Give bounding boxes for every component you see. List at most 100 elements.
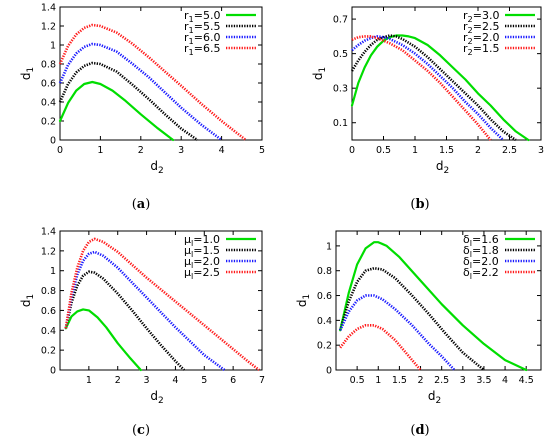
y-axis-label: d1 xyxy=(295,294,312,307)
y-tick-label: 0.4 xyxy=(317,316,332,327)
x-tick-label: 5 xyxy=(259,145,265,156)
series-line-3 xyxy=(58,42,223,142)
y-tick-label: 0.8 xyxy=(41,60,56,71)
plot-frame xyxy=(335,230,542,371)
y-tick-label: 1 xyxy=(50,266,56,277)
legend-entry-1: r1=5.0 xyxy=(184,9,221,24)
series-line-3 xyxy=(339,294,456,371)
x-tick-label: 3 xyxy=(460,375,466,386)
x-tick-label: 0.5 xyxy=(350,375,365,386)
legend-entry-2: μl=1.5 xyxy=(184,244,220,259)
y-tick-label: 0.7 xyxy=(333,15,348,26)
legend-entry-2: δl=1.8 xyxy=(463,244,499,259)
y-tick-label: 1 xyxy=(50,41,56,52)
legend-entry-4: r2=1.5 xyxy=(463,42,500,57)
series-line-4 xyxy=(351,35,492,141)
x-tick-label: 1 xyxy=(86,375,92,386)
series-line-2 xyxy=(58,61,199,142)
panel-d: 0.5 1 1.5 2 2.5 3 3.5 4 4.5 0 0.2 0.4 0.6 0.8 1 d2 d1 δl=… xyxy=(295,230,542,437)
x-axis-label: d2 xyxy=(150,159,163,176)
panel-label: (d) xyxy=(410,423,429,437)
series-line-1 xyxy=(64,308,142,372)
x-tick-label: 0.5 xyxy=(376,145,391,156)
x-tick-label: 2 xyxy=(138,145,144,156)
panel-label: (c) xyxy=(132,423,150,437)
x-tick-label: 3 xyxy=(178,145,184,156)
y-tick-label: 0 xyxy=(326,366,332,377)
x-tick-label: 1 xyxy=(412,145,418,156)
series-line-4 xyxy=(339,323,422,371)
y-tick-label: 0.2 xyxy=(41,346,56,357)
series-line-3 xyxy=(64,250,226,372)
x-tick-label: 4 xyxy=(172,375,178,386)
x-tick-label: 2 xyxy=(475,145,481,156)
x-tick-label: 2 xyxy=(115,375,121,386)
y-tick-label: 0 xyxy=(50,366,56,377)
y-tick-label: 1.4 xyxy=(41,3,56,14)
panel-c: 1 2 3 4 5 6 700.20.40.60.811.21.4d2d1μl=1.0μl=… xyxy=(19,227,265,437)
panel-a: 0 1 2 3 4 5 0 0.2 0.4 0.6 0.8 1 1.2 1.4 d2 d1 r1=5.0r1=5… xyxy=(19,3,265,213)
legend-entry-1: μl=1.0 xyxy=(184,233,220,248)
panel-b: 0 0.5 1 1.5 2 2.5 30.10.30.50.7d2d1r2=3.0r2=2.… xyxy=(311,6,544,212)
x-tick-label: 4 xyxy=(502,375,508,386)
x-tick-label: 0 xyxy=(349,145,355,156)
x-tick-label: 1.5 xyxy=(439,145,454,156)
y-tick-label: 0.4 xyxy=(41,326,56,337)
legend-entry-3: r1=6.0 xyxy=(184,31,221,46)
y-tick-label: 1.4 xyxy=(41,227,56,238)
y-tick-label: 0.8 xyxy=(41,286,56,297)
x-tick-label: 2.5 xyxy=(434,375,449,386)
x-axis-label: d2 xyxy=(428,389,441,406)
x-tick-label: 3 xyxy=(538,145,544,156)
x-axis-label: d2 xyxy=(150,389,163,406)
legend-entry-3: r2=2.0 xyxy=(463,31,500,46)
legend-entry-4: r1=6.5 xyxy=(184,42,221,57)
legend-entry-1: δl=1.6 xyxy=(463,233,499,248)
y-axis-label: d1 xyxy=(19,294,36,307)
x-tick-label: 5 xyxy=(201,375,207,386)
series-line-1 xyxy=(350,34,530,142)
series-line-1 xyxy=(58,80,175,142)
y-tick-label: 0.6 xyxy=(41,306,56,317)
y-tick-label: 0.6 xyxy=(41,79,56,90)
x-tick-label: 7 xyxy=(259,375,265,386)
y-tick-label: 0 xyxy=(50,136,56,147)
x-tick-label: 4.5 xyxy=(519,375,534,386)
y-tick-label: 0.8 xyxy=(317,266,332,277)
x-tick-label: 2.5 xyxy=(502,145,517,156)
plot-frame xyxy=(59,230,263,371)
x-tick-label: 6 xyxy=(230,375,236,386)
y-tick-label: 1.2 xyxy=(41,246,56,257)
y-tick-label: 0.6 xyxy=(317,291,332,302)
y-tick-label: 0.2 xyxy=(41,117,56,128)
x-axis-label: d2 xyxy=(436,159,449,176)
panel-label: (b) xyxy=(410,197,429,212)
legend-entry-2: r2=2.5 xyxy=(463,20,500,35)
legend-entry-1: r2=3.0 xyxy=(463,9,500,24)
x-tick-label: 0 xyxy=(57,145,63,156)
series-line-3 xyxy=(351,35,505,141)
series-line-1 xyxy=(339,241,528,372)
y-axis-label: d1 xyxy=(311,67,328,80)
panel-label: (a) xyxy=(132,197,151,212)
series-line-4 xyxy=(64,237,260,372)
legend-entry-2: r1=5.5 xyxy=(184,20,221,35)
x-tick-label: 1.5 xyxy=(392,375,407,386)
legend-entry-4: μl=2.5 xyxy=(184,266,220,281)
y-tick-label: 0.4 xyxy=(41,98,56,109)
x-tick-label: 2 xyxy=(418,375,424,386)
series-line-4 xyxy=(58,23,247,142)
y-axis-label: d1 xyxy=(19,67,36,80)
x-tick-label: 4 xyxy=(219,145,225,156)
x-tick-label: 1 xyxy=(375,375,381,386)
x-tick-label: 3.5 xyxy=(476,375,491,386)
x-tick-label: 3 xyxy=(144,375,150,386)
y-tick-label: 0.3 xyxy=(333,84,348,95)
y-tick-label: 1 xyxy=(326,241,332,252)
plot-frame xyxy=(59,6,263,141)
y-tick-label: 0.1 xyxy=(333,118,348,129)
series-line-2 xyxy=(338,266,485,372)
y-tick-label: 1.2 xyxy=(41,22,56,33)
y-tick-label: 0.5 xyxy=(333,49,348,60)
